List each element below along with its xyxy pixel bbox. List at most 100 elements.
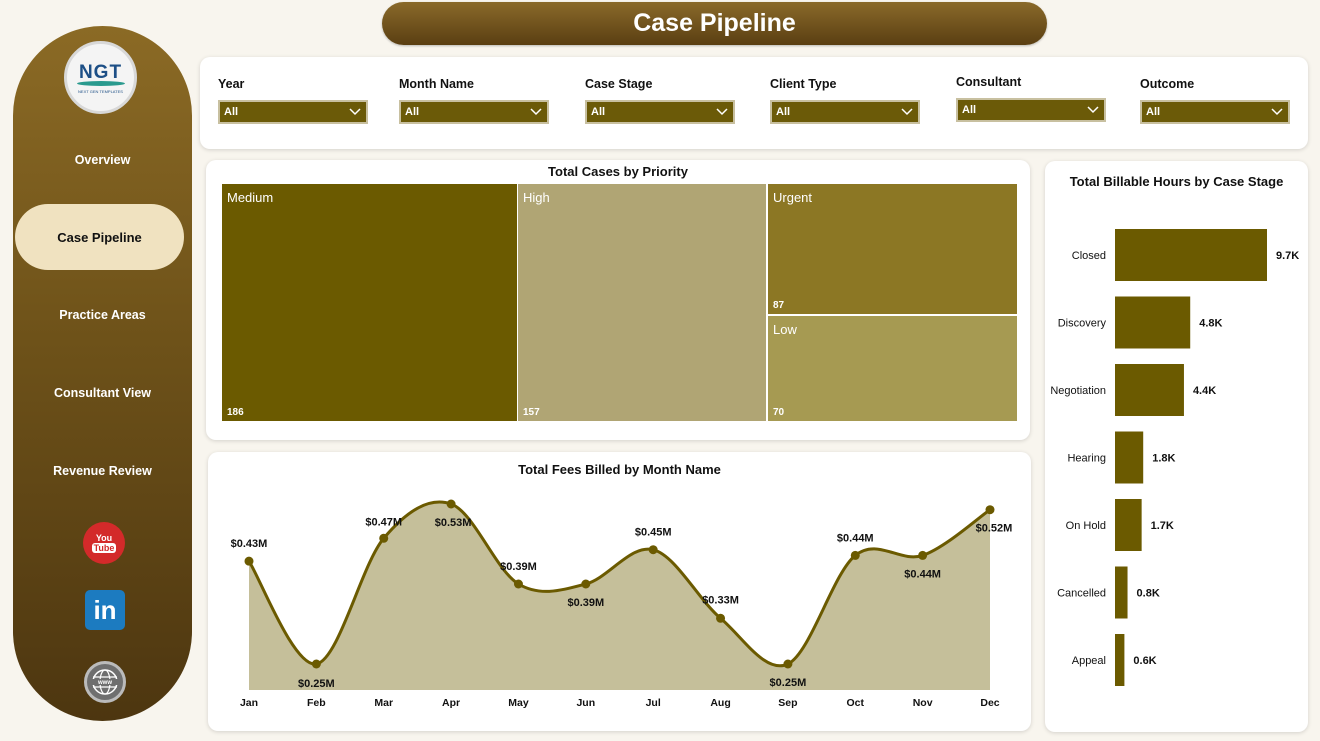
- data-point: [850, 550, 860, 560]
- treemap-tile-high[interactable]: High 157: [518, 184, 766, 421]
- data-label: $0.43M: [231, 538, 268, 550]
- ngt-logo[interactable]: NGT NEXT GEN TEMPLATES: [64, 41, 137, 114]
- data-label: $0.25M: [298, 678, 335, 690]
- data-point: [244, 556, 254, 566]
- bar-value-label: 1.7K: [1151, 520, 1174, 532]
- data-point: [985, 505, 995, 515]
- youtube-icon[interactable]: You Tube: [83, 522, 125, 564]
- page-title-bar: Case Pipeline: [382, 2, 1047, 45]
- data-label: $0.47M: [365, 516, 402, 528]
- youtube-icon-bottom: Tube: [91, 543, 117, 553]
- bar-value-label: 4.4K: [1193, 385, 1216, 397]
- bar: [1115, 634, 1125, 686]
- globe-text: www: [97, 680, 112, 686]
- logo-text: NGT: [78, 61, 123, 83]
- sidebar-item-label: Case Pipeline: [57, 229, 142, 245]
- logo-swoosh-icon: [76, 80, 125, 86]
- globe-svg: www: [92, 669, 118, 695]
- tile-value: 70: [773, 407, 785, 418]
- data-label: $0.33M: [702, 594, 739, 606]
- filter-label: Outcome: [1140, 77, 1195, 91]
- data-label: $0.53M: [435, 517, 472, 529]
- linkedin-icon[interactable]: in: [85, 590, 125, 630]
- year-dropdown[interactable]: All: [218, 100, 368, 124]
- filter-client-type: Client Type All: [770, 77, 920, 124]
- case-stage-dropdown[interactable]: All: [585, 100, 735, 124]
- dropdown-value: All: [405, 106, 420, 118]
- tile-name: High: [523, 190, 550, 205]
- data-label: $0.39M: [500, 561, 537, 573]
- bar-value-label: 0.8K: [1137, 588, 1160, 600]
- data-label: $0.44M: [904, 568, 941, 580]
- chevron-down-icon: [901, 108, 913, 116]
- x-tick-label: Dec: [980, 697, 999, 709]
- filter-month-name: Month Name All: [399, 77, 549, 124]
- area-fill: [249, 502, 990, 690]
- data-label: $0.39M: [567, 597, 604, 609]
- client-type-dropdown[interactable]: All: [770, 100, 920, 124]
- category-label: Negotiation: [1050, 385, 1106, 397]
- consultant-dropdown[interactable]: All: [956, 98, 1106, 122]
- x-tick-label: Mar: [374, 697, 393, 709]
- sidebar-item-practice-areas[interactable]: Practice Areas: [59, 308, 146, 322]
- youtube-icon-top: You: [95, 533, 113, 543]
- dropdown-value: All: [962, 104, 977, 116]
- category-label: Cancelled: [1057, 588, 1106, 600]
- data-label: $0.45M: [635, 527, 672, 539]
- category-label: Appeal: [1072, 655, 1106, 667]
- tile-name: Urgent: [773, 190, 813, 205]
- data-label: $0.44M: [837, 532, 874, 544]
- logo-subtext: NEXT GEN TEMPLATES: [78, 88, 123, 94]
- billable-hours-card: Total Billable Hours by Case Stage Close…: [1045, 161, 1308, 732]
- x-tick-label: May: [508, 697, 529, 709]
- filter-consultant: Consultant All: [956, 75, 1106, 122]
- data-point: [918, 550, 928, 560]
- sidebar-item-case-pipeline[interactable]: Case Pipeline: [15, 204, 184, 270]
- bar: [1115, 229, 1267, 281]
- x-tick-label: Jun: [576, 697, 595, 709]
- sidebar: NGT NEXT GEN TEMPLATES Overview Case Pip…: [13, 26, 192, 721]
- data-point: [783, 659, 793, 669]
- category-label: Closed: [1072, 250, 1106, 262]
- bar-value-label: 4.8K: [1199, 318, 1222, 330]
- month-name-dropdown[interactable]: All: [399, 100, 549, 124]
- sidebar-item-revenue-review[interactable]: Revenue Review: [53, 464, 152, 478]
- data-label: $0.52M: [976, 523, 1013, 535]
- bar: [1115, 566, 1128, 619]
- bar: [1115, 296, 1191, 349]
- category-label: Discovery: [1058, 318, 1107, 330]
- filter-case-stage: Case Stage All: [585, 77, 735, 124]
- x-tick-label: Oct: [847, 697, 865, 709]
- area-chart-title: Total Fees Billed by Month Name: [518, 462, 721, 477]
- fees-area-chart: $0.43M Jan $0.25M Feb $0.47M Mar $0.53M Apr $0.3…: [231, 499, 1013, 709]
- filter-label: Month Name: [399, 77, 474, 91]
- treemap-tile-urgent[interactable]: Urgent 87: [768, 184, 1017, 314]
- bar-value-label: 0.6K: [1133, 655, 1156, 667]
- tile-value: 186: [227, 407, 244, 418]
- x-tick-label: Nov: [913, 697, 933, 709]
- filter-label: Client Type: [770, 77, 837, 91]
- sidebar-item-overview[interactable]: Overview: [74, 153, 131, 167]
- globe-icon[interactable]: www: [84, 661, 126, 703]
- billable-hours-bar-chart: Closed 9.7K Discovery 4.8K Negotiation 4.4K He…: [1050, 229, 1299, 686]
- filter-year: Year All: [218, 77, 368, 124]
- category-label: On Hold: [1066, 520, 1106, 532]
- filter-label: Year: [218, 77, 245, 91]
- category-label: Hearing: [1067, 453, 1106, 465]
- tile-name: Medium: [227, 190, 274, 205]
- filters-panel: Year All Month Name All Case Stage All C…: [200, 57, 1308, 149]
- dropdown-value: All: [591, 106, 606, 118]
- x-tick-label: Jan: [240, 697, 258, 709]
- page-title: Case Pipeline: [633, 9, 796, 37]
- filter-outcome: Outcome All: [1140, 77, 1290, 124]
- sidebar-item-consultant-view[interactable]: Consultant View: [53, 386, 151, 400]
- x-tick-label: Apr: [442, 697, 460, 709]
- treemap-tile-low[interactable]: Low 70: [768, 316, 1017, 421]
- data-point: [648, 545, 658, 555]
- outcome-dropdown[interactable]: All: [1140, 100, 1290, 124]
- treemap-tile-medium[interactable]: Medium 186: [222, 184, 517, 421]
- x-tick-label: Jul: [646, 697, 661, 709]
- tile-value: 157: [523, 407, 540, 418]
- bar: [1115, 499, 1142, 551]
- bar-value-label: 1.8K: [1152, 453, 1175, 465]
